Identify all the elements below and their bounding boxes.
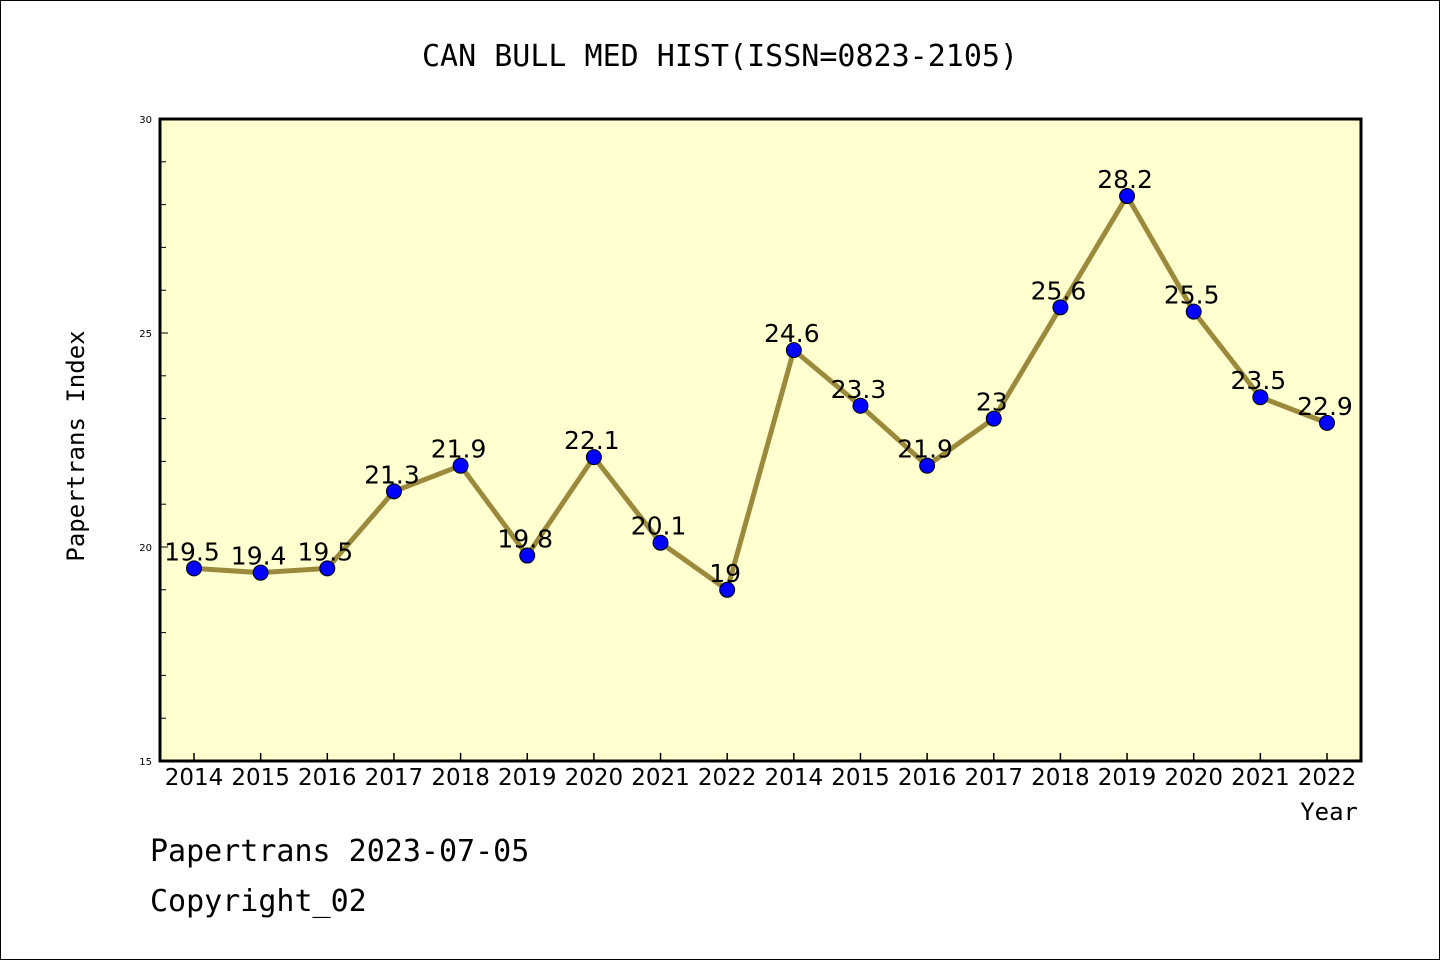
data-label: 21.9	[897, 435, 953, 464]
data-label: 22.1	[564, 426, 620, 455]
x-tick-label: 2018	[431, 765, 490, 791]
footer-copyright: Copyright_02	[150, 884, 367, 919]
x-tick-label: 2020	[565, 765, 624, 791]
data-point	[519, 547, 536, 564]
data-point	[1252, 389, 1269, 406]
data-point	[1185, 303, 1202, 320]
data-label: 20.1	[631, 512, 687, 541]
chart-title: CAN BULL MED HIST(ISSN=0823-2105)	[422, 39, 1018, 74]
data-label: 19.4	[231, 542, 287, 571]
data-markers	[186, 188, 1335, 598]
data-labels: 19.5 19.4 19.5 21.3 21.9 19.8 22.1 20.1 19 24.6 23…	[164, 165, 1353, 588]
x-tick-label: 2015	[831, 765, 890, 791]
x-axis-label: Year	[1300, 798, 1358, 826]
y-tick-label: 30	[139, 115, 152, 126]
footer-date: Papertrans 2023-07-05	[150, 834, 530, 869]
x-tick-label: 2022	[1298, 765, 1357, 791]
data-label: 21.9	[431, 435, 487, 464]
x-tick-label: 2021	[631, 765, 690, 791]
data-point	[452, 457, 469, 474]
data-label: 19.5	[297, 537, 353, 566]
x-axis: 2014 2015 2016 2017 2018 2019 2020 2021 2022 2014…	[165, 753, 1357, 791]
data-point	[719, 581, 736, 598]
data-point	[785, 342, 802, 359]
x-tick-label: 2016	[898, 765, 957, 791]
data-label: 22.9	[1297, 392, 1353, 421]
data-label: 25.6	[1031, 276, 1087, 305]
x-tick-label: 2014	[165, 765, 224, 791]
x-tick-label: 2020	[1164, 765, 1223, 791]
x-tick-label: 2017	[964, 765, 1023, 791]
y-tick-label: 25	[139, 329, 152, 340]
x-tick-label: 2019	[498, 765, 557, 791]
data-point	[1119, 188, 1136, 205]
data-label: 25.5	[1164, 281, 1220, 310]
data-label: 23.5	[1231, 366, 1287, 395]
x-tick-label: 2018	[1031, 765, 1090, 791]
data-label: 23.3	[831, 375, 887, 404]
data-label: 28.2	[1097, 165, 1153, 194]
data-point	[919, 457, 936, 474]
data-point	[1319, 414, 1335, 431]
data-point	[385, 483, 402, 500]
y-tick-label: 20	[139, 543, 152, 554]
data-label: 19	[709, 559, 741, 588]
data-point	[252, 564, 269, 581]
data-point	[652, 534, 669, 551]
x-tick-label: 2022	[698, 765, 757, 791]
plot-border	[158, 117, 1363, 763]
y-axis-label: Papertrans Index	[62, 330, 90, 561]
plot-area	[160, 119, 1361, 761]
data-label: 24.6	[764, 319, 820, 348]
x-tick-label: 2014	[765, 765, 824, 791]
x-tick-label: 2021	[1231, 765, 1290, 791]
x-tick-label: 2015	[231, 765, 290, 791]
data-point	[852, 397, 869, 414]
data-point	[319, 560, 336, 577]
x-tick-label: 2017	[365, 765, 424, 791]
data-label: 23	[976, 388, 1008, 417]
x-tick-label: 2016	[298, 765, 357, 791]
data-point	[186, 560, 202, 577]
data-point	[1052, 299, 1069, 316]
data-label: 19.5	[164, 537, 220, 566]
data-label: 21.3	[364, 460, 420, 489]
series-line	[193, 193, 1328, 593]
data-point	[985, 410, 1002, 427]
data-point	[585, 449, 602, 466]
data-label: 19.8	[497, 525, 553, 554]
y-tick-label: 15	[139, 757, 152, 768]
x-tick-label: 2019	[1098, 765, 1157, 791]
